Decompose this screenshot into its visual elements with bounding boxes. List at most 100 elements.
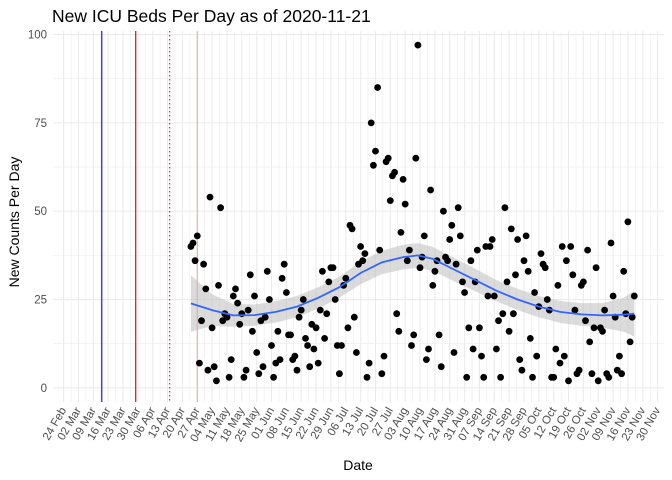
data-point bbox=[526, 335, 534, 342]
data-point bbox=[537, 250, 545, 257]
data-point bbox=[370, 161, 377, 169]
data-point bbox=[372, 147, 379, 155]
data-point bbox=[399, 176, 407, 183]
data-point bbox=[628, 313, 636, 321]
y-tick-label: 25 bbox=[34, 295, 47, 307]
data-point bbox=[456, 232, 464, 240]
data-point bbox=[444, 257, 451, 265]
data-point bbox=[478, 352, 485, 360]
data-point bbox=[344, 324, 352, 332]
data-point bbox=[450, 349, 458, 356]
data-point bbox=[268, 342, 275, 349]
data-point bbox=[446, 236, 454, 243]
data-point bbox=[217, 204, 225, 212]
data-point bbox=[202, 285, 210, 293]
data-point bbox=[533, 352, 541, 360]
data-point bbox=[567, 243, 575, 250]
data-point bbox=[467, 257, 475, 265]
data-point bbox=[283, 289, 290, 296]
data-point bbox=[522, 232, 530, 240]
data-point bbox=[321, 335, 328, 342]
data-point bbox=[244, 306, 252, 314]
data-point bbox=[552, 345, 560, 353]
data-point bbox=[234, 299, 242, 307]
data-point bbox=[329, 264, 337, 272]
data-point bbox=[213, 377, 220, 385]
data-point bbox=[473, 246, 481, 254]
data-point bbox=[575, 366, 583, 374]
data-point bbox=[208, 324, 216, 332]
data-point bbox=[520, 257, 528, 265]
data-point bbox=[488, 236, 496, 243]
data-point bbox=[518, 366, 526, 374]
data-point bbox=[304, 342, 311, 349]
data-point bbox=[280, 260, 288, 268]
data-point bbox=[312, 324, 320, 332]
data-point bbox=[295, 313, 303, 321]
data-point bbox=[310, 345, 318, 353]
data-point bbox=[306, 363, 314, 371]
data-point bbox=[374, 84, 381, 91]
y-tick-label: 0 bbox=[41, 383, 47, 395]
data-point bbox=[620, 267, 628, 275]
data-point bbox=[232, 285, 239, 293]
data-point bbox=[516, 356, 524, 363]
data-point bbox=[586, 338, 594, 346]
data-point bbox=[486, 243, 494, 250]
data-point bbox=[367, 119, 375, 127]
data-point bbox=[465, 324, 473, 332]
data-point bbox=[410, 331, 418, 339]
data-point bbox=[563, 257, 570, 265]
data-point bbox=[510, 310, 517, 318]
data-point bbox=[440, 207, 447, 215]
data-point bbox=[365, 359, 373, 367]
data-point bbox=[624, 218, 632, 226]
data-point bbox=[601, 306, 608, 314]
data-point bbox=[276, 356, 284, 363]
data-point bbox=[493, 345, 500, 353]
data-point bbox=[401, 200, 409, 208]
data-point bbox=[357, 243, 364, 250]
data-point bbox=[323, 310, 331, 318]
data-point bbox=[325, 278, 333, 286]
data-point bbox=[571, 306, 579, 314]
data-point bbox=[626, 338, 634, 346]
data-point bbox=[225, 373, 233, 381]
data-point bbox=[393, 310, 401, 318]
reference-lines bbox=[101, 31, 198, 402]
data-point bbox=[618, 370, 625, 378]
data-point bbox=[507, 225, 515, 233]
data-point bbox=[263, 267, 271, 275]
data-point bbox=[342, 274, 350, 282]
data-point bbox=[582, 317, 589, 325]
data-point bbox=[590, 324, 598, 332]
data-point bbox=[261, 313, 269, 321]
data-point bbox=[476, 324, 483, 332]
data-point bbox=[499, 310, 507, 318]
data-point bbox=[416, 264, 424, 272]
smooth-curve bbox=[190, 254, 635, 317]
data-point bbox=[501, 204, 509, 212]
data-point bbox=[246, 271, 254, 279]
data-point bbox=[253, 349, 261, 356]
data-point bbox=[505, 327, 513, 335]
data-point bbox=[196, 359, 203, 367]
data-point bbox=[331, 296, 339, 303]
grid-lines bbox=[53, 31, 664, 402]
data-point bbox=[319, 267, 326, 275]
data-point bbox=[406, 246, 413, 254]
data-point bbox=[359, 257, 367, 265]
data-point bbox=[429, 282, 437, 289]
data-point bbox=[524, 267, 532, 275]
data-point bbox=[437, 363, 445, 371]
data-point bbox=[293, 366, 301, 374]
y-tick-label: 75 bbox=[34, 118, 47, 130]
data-point bbox=[408, 342, 415, 349]
data-point bbox=[459, 278, 466, 286]
data-point bbox=[480, 373, 488, 381]
data-point bbox=[200, 260, 208, 268]
smooth-line bbox=[190, 254, 635, 317]
data-point bbox=[215, 282, 222, 289]
data-point bbox=[384, 154, 392, 162]
data-point bbox=[348, 225, 356, 233]
